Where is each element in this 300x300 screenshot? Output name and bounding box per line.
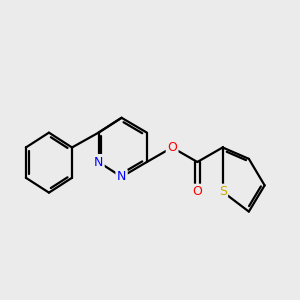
- Text: O: O: [167, 141, 177, 154]
- Text: N: N: [117, 170, 126, 183]
- Text: S: S: [219, 185, 226, 198]
- Text: O: O: [192, 185, 202, 198]
- Text: N: N: [94, 155, 103, 169]
